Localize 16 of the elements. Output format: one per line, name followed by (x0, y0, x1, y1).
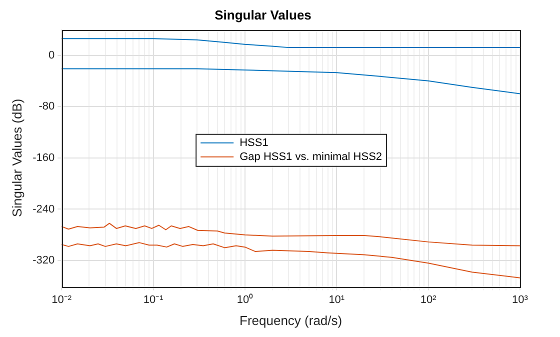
x-tick-label: 10⁻¹ (143, 294, 164, 306)
y-tick-label: -80 (38, 100, 55, 113)
x-tick-label: 10¹ (328, 294, 345, 306)
legend-label: Gap HSS1 vs. minimal HSS2 (240, 150, 382, 163)
x-axis-title: Frequency (rad/s) (240, 312, 342, 328)
y-axis-title: Singular Values (dB) (9, 98, 24, 218)
x-tick-label: 10² (420, 294, 437, 306)
x-tick-label: 10⁰ (236, 292, 254, 306)
y-tick-label: -160 (32, 152, 55, 164)
x-tick-label: 10³ (512, 294, 528, 306)
y-tick-label: -240 (32, 203, 55, 216)
y-tick-label: 0 (48, 49, 55, 62)
chart-title: Singular Values (214, 7, 312, 22)
y-tick-label: -320 (32, 254, 55, 267)
legend-label: HSS1 (240, 136, 268, 149)
x-tick-label: 10⁻² (52, 294, 72, 306)
